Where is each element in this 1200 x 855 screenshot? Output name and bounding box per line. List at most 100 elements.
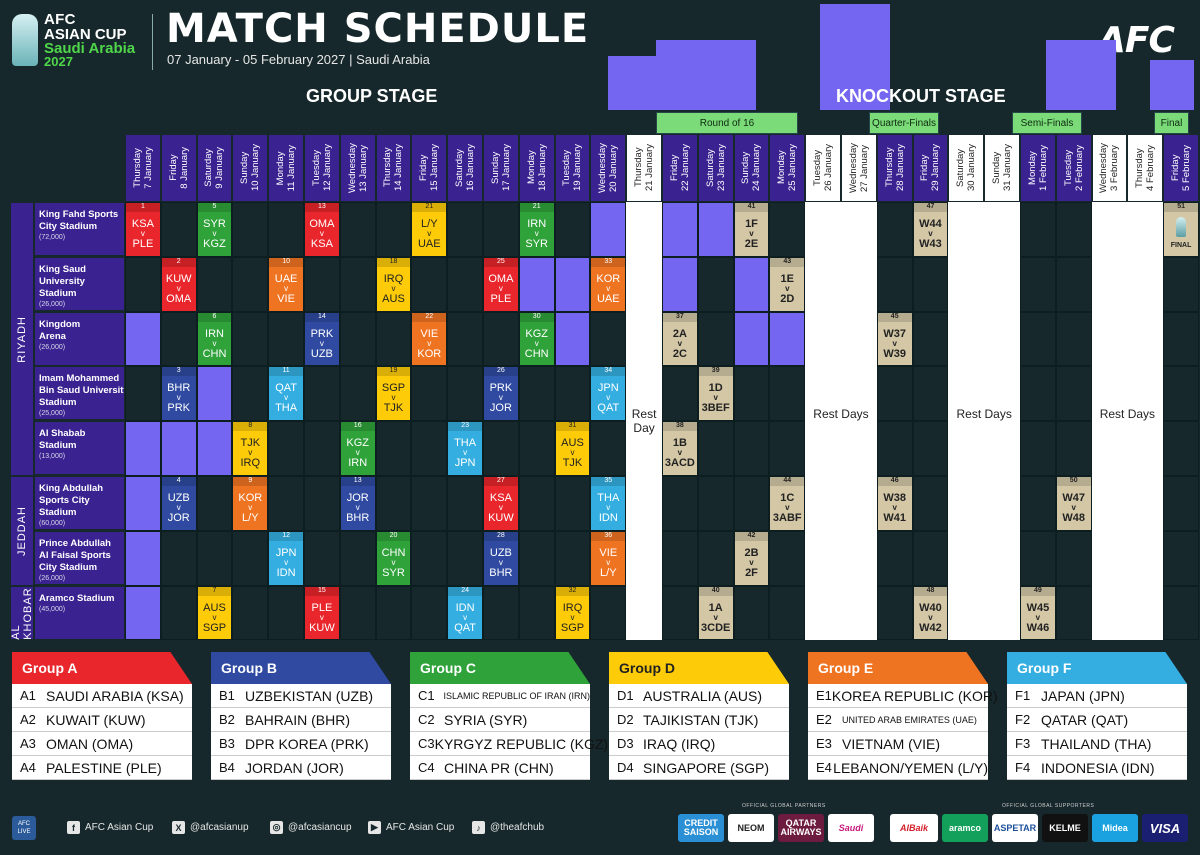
match-number: 39	[698, 367, 733, 377]
schedule-cell	[160, 530, 197, 586]
match-card[interactable]: 15 PLE v KUW	[304, 585, 340, 641]
match-card[interactable]: 48 W40 v W42	[912, 585, 949, 641]
match-number: 42	[734, 531, 769, 541]
x-link[interactable]: X @afcasianup	[172, 821, 249, 834]
match-card[interactable]: 49 W45 v W46	[1020, 585, 1056, 641]
match-card[interactable]: 28 UZB v BHR	[483, 530, 519, 586]
team-name: INDONESIA (IDN)	[1041, 759, 1155, 776]
match-card[interactable]: 9 KOR v L/Y	[232, 476, 269, 531]
match-card[interactable]: 13 OMA v KSA	[304, 202, 340, 257]
match-card[interactable]: 45 W37 v W39	[876, 311, 913, 367]
team-name: PALESTINE (PLE)	[46, 759, 162, 776]
home-team: UZB	[489, 546, 512, 559]
match-card[interactable]: 19 SGP v TJK	[375, 366, 412, 422]
facebook-link[interactable]: f AFC Asian Cup	[67, 821, 153, 834]
match-card[interactable]: 30 KGZ v CHN	[518, 311, 555, 367]
match-card[interactable]: 39 1D v 3BEF	[697, 366, 734, 422]
supporter-logo: VISA	[1142, 814, 1188, 842]
match-card[interactable]: 21 IRN v SYR	[518, 202, 555, 257]
match-card[interactable]: 47 W44 v W43	[912, 202, 949, 257]
match-card[interactable]: 4 UZB v JOR	[160, 476, 197, 531]
schedule-cell	[125, 421, 161, 476]
match-card[interactable]: 20 CHN v SYR	[375, 530, 412, 586]
away-team: UAE	[596, 292, 620, 305]
schedule-cell	[411, 476, 448, 531]
match-card[interactable]: 37 2A v 2C	[662, 311, 698, 367]
match-card[interactable]: 31 AUS v TJK	[554, 421, 591, 476]
supporter-logo: KELME	[1042, 814, 1088, 842]
page-subtitle: 07 January - 05 February 2027 | Saudi Ar…	[167, 52, 430, 67]
date-label: Saturday 23 January	[704, 144, 727, 192]
away-team: W42	[919, 621, 942, 634]
schedule-cell	[697, 530, 734, 586]
schedule-cell	[339, 585, 376, 641]
date-label: Monday 25 January	[776, 144, 799, 192]
match-card[interactable]: 24 IDN v QAT	[447, 585, 483, 641]
home-team: SYR	[203, 218, 226, 230]
home-team: 2A	[672, 327, 687, 340]
match-card[interactable]: 27 KSA v KUW	[483, 476, 519, 531]
match-card[interactable]: 3 BHR v PRK	[160, 366, 197, 422]
schedule-cell	[375, 476, 412, 531]
match-card[interactable]: 13 JOR v BHR	[339, 476, 376, 531]
home-team: KSA	[489, 492, 512, 504]
match-card[interactable]: 1 KSA v PLE	[125, 202, 161, 257]
youtube-link[interactable]: ▶ AFC Asian Cup	[368, 821, 454, 834]
group-card: Group B B1 UZBEKISTAN (UZB) B2 BAHRAIN (BHR)…	[211, 652, 391, 784]
date-header: Saturday 30 January	[948, 134, 985, 202]
tiktok-link[interactable]: ♪ @theafchub	[472, 821, 544, 834]
match-card[interactable]: 26 PRK v JOR	[483, 366, 519, 422]
match-card[interactable]: 6 IRN v CHN	[196, 311, 233, 367]
match-card[interactable]: 33 KOR v UAE	[590, 256, 627, 312]
match-card[interactable]: 40 1A v 3CDE	[697, 585, 734, 641]
instagram-link[interactable]: ◎ @afcasiancup	[270, 821, 352, 834]
home-team: VIE	[420, 327, 439, 340]
match-card[interactable]: 32 IRQ v SGP	[554, 585, 591, 641]
match-card[interactable]: 42 2B v 2F	[733, 530, 770, 586]
match-card[interactable]: 46 W38 v W41	[876, 476, 913, 531]
match-card[interactable]: 23 THA v JPN	[447, 421, 483, 476]
match-card[interactable]: 43 1E v 2D	[769, 256, 806, 312]
date-header: Tuesday 26 January	[805, 134, 841, 202]
match-card[interactable]: 16 KGZ v IRN	[339, 421, 376, 476]
schedule-cell	[733, 421, 770, 476]
match-card[interactable]: 21 L/Y v UAE	[411, 202, 448, 257]
logo-line-3: Saudi Arabia	[44, 40, 136, 57]
team-code: D1	[617, 688, 634, 703]
match-card[interactable]: 22 VIE v KOR	[411, 311, 448, 367]
match-card[interactable]: 25 OMA v PLE	[483, 256, 519, 312]
team-name: LEBANON/YEMEN (L/Y)	[833, 759, 988, 776]
versus-mark: v	[498, 557, 503, 567]
match-card[interactable]: 5 SYR v KGZ	[196, 202, 233, 257]
supporters-caption: OFFICIAL GLOBAL SUPPORTERS	[1002, 803, 1095, 809]
match-card[interactable]: 51 FINAL	[1163, 202, 1199, 257]
match-number: 6	[197, 312, 232, 322]
match-card[interactable]: 38 1B v 3ACD	[662, 421, 698, 476]
match-card[interactable]: 14 PRK v UZB	[304, 311, 340, 367]
match-card[interactable]: 18 IRQ v AUS	[375, 256, 412, 312]
match-card[interactable]: 50 W47 v W48	[1055, 476, 1092, 531]
match-card[interactable]: 12 JPN v IDN	[268, 530, 304, 586]
venue-capacity: (60,000)	[39, 520, 66, 527]
schedule-cell	[447, 530, 483, 586]
match-card[interactable]: 41 1F v 2E	[733, 202, 770, 257]
schedule-cell	[447, 366, 483, 422]
away-team: W48	[1062, 512, 1085, 524]
match-card[interactable]: 44 1C v 3ABF	[769, 476, 806, 531]
match-card[interactable]: 10 UAE v VIE	[268, 256, 304, 312]
match-card[interactable]: 8 TJK v IRQ	[232, 421, 269, 476]
schedule-cell	[662, 476, 698, 531]
match-card[interactable]: 2 KUW v OMA	[160, 256, 197, 312]
match-card[interactable]: 11 QAT v THA	[268, 366, 304, 422]
group-title: Group F	[1007, 652, 1187, 684]
group-card: Group E E1 KOREA REPUBLIC (KOR) E2 UNITED AR…	[808, 652, 998, 784]
away-team: BHR	[346, 512, 370, 524]
group-card: Group F F1 JAPAN (JPN) F2 QATAR (QAT) F3 THAIL…	[1007, 652, 1187, 784]
home-team: TJK	[240, 437, 261, 450]
team-code: B4	[219, 760, 235, 775]
match-card[interactable]: 7 AUS v SGP	[196, 585, 233, 641]
match-number: 14	[305, 312, 339, 322]
match-card[interactable]: 34 JPN v QAT	[590, 366, 627, 422]
match-card[interactable]: 35 THA v IDN	[590, 476, 627, 531]
match-card[interactable]: 36 VIE v L/Y	[590, 530, 627, 586]
